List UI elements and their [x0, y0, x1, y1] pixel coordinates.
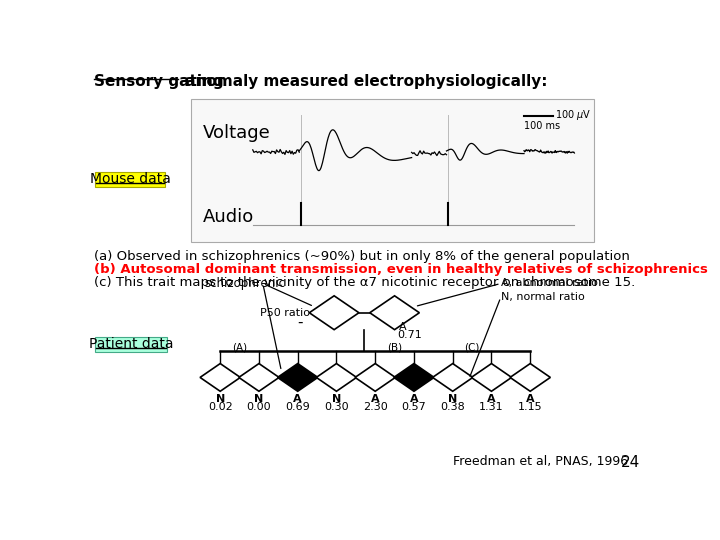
Text: A: A — [526, 394, 534, 403]
Text: (a) Observed in schizophrenics (~90%) but in only 8% of the general population: (a) Observed in schizophrenics (~90%) bu… — [94, 249, 630, 262]
Text: P50 ratio: P50 ratio — [261, 308, 310, 318]
Polygon shape — [510, 363, 550, 392]
Text: anomaly measured electrophysiologically:: anomaly measured electrophysiologically: — [180, 74, 547, 89]
Text: (b) Autosomal dominant transmission, even in healthy relatives of schizophrenics: (b) Autosomal dominant transmission, eve… — [94, 262, 708, 276]
Polygon shape — [200, 363, 240, 392]
Text: 0.69: 0.69 — [285, 402, 310, 412]
Text: N: N — [215, 394, 225, 403]
Polygon shape — [472, 363, 512, 392]
Text: Mouse data: Mouse data — [90, 172, 171, 186]
Polygon shape — [394, 363, 434, 392]
Text: N: N — [448, 394, 457, 403]
Text: N, normal ratio: N, normal ratio — [500, 292, 585, 302]
Text: 0.30: 0.30 — [324, 402, 348, 412]
Text: schizophrenic: schizophrenic — [204, 277, 286, 290]
Polygon shape — [239, 363, 279, 392]
Text: (C): (C) — [464, 343, 480, 353]
Text: A: A — [371, 394, 379, 403]
Text: (c) This trait maps to the vicinity of the α7 nicotinic receptor on chromosome 1: (c) This trait maps to the vicinity of t… — [94, 276, 635, 289]
Text: 0.71: 0.71 — [397, 330, 422, 340]
Polygon shape — [310, 296, 359, 330]
Text: A: A — [398, 322, 406, 332]
Text: Voltage: Voltage — [202, 124, 270, 142]
Text: 0.02: 0.02 — [208, 402, 233, 412]
Polygon shape — [370, 296, 419, 330]
FancyBboxPatch shape — [96, 172, 165, 187]
Text: N: N — [332, 394, 341, 403]
Polygon shape — [433, 363, 473, 392]
Text: (A): (A) — [232, 343, 247, 353]
Text: 0.38: 0.38 — [441, 402, 465, 412]
Text: A: A — [487, 394, 496, 403]
Polygon shape — [316, 363, 356, 392]
FancyBboxPatch shape — [191, 99, 594, 242]
Text: (B): (B) — [387, 343, 402, 353]
Text: A: A — [293, 394, 302, 403]
Polygon shape — [277, 363, 318, 392]
Text: A: A — [410, 394, 418, 403]
Text: A, abnormal ratio: A, abnormal ratio — [500, 279, 598, 288]
Text: 24: 24 — [621, 455, 640, 470]
Text: 100 $\mu$V: 100 $\mu$V — [555, 108, 592, 122]
Text: 0.57: 0.57 — [402, 402, 426, 412]
FancyBboxPatch shape — [96, 336, 167, 352]
Text: 2.30: 2.30 — [363, 402, 387, 412]
Text: N: N — [254, 394, 264, 403]
Text: -: - — [297, 314, 303, 329]
Text: 1.15: 1.15 — [518, 402, 542, 412]
Text: 100 ms: 100 ms — [524, 122, 560, 131]
Polygon shape — [355, 363, 395, 392]
Text: Freedman et al, PNAS, 1996: Freedman et al, PNAS, 1996 — [453, 455, 628, 468]
Text: Patient data: Patient data — [89, 336, 174, 350]
Text: 1.31: 1.31 — [479, 402, 504, 412]
Text: Audio: Audio — [202, 208, 253, 226]
Text: 0.00: 0.00 — [247, 402, 271, 412]
Text: Sensory gating: Sensory gating — [94, 74, 223, 89]
